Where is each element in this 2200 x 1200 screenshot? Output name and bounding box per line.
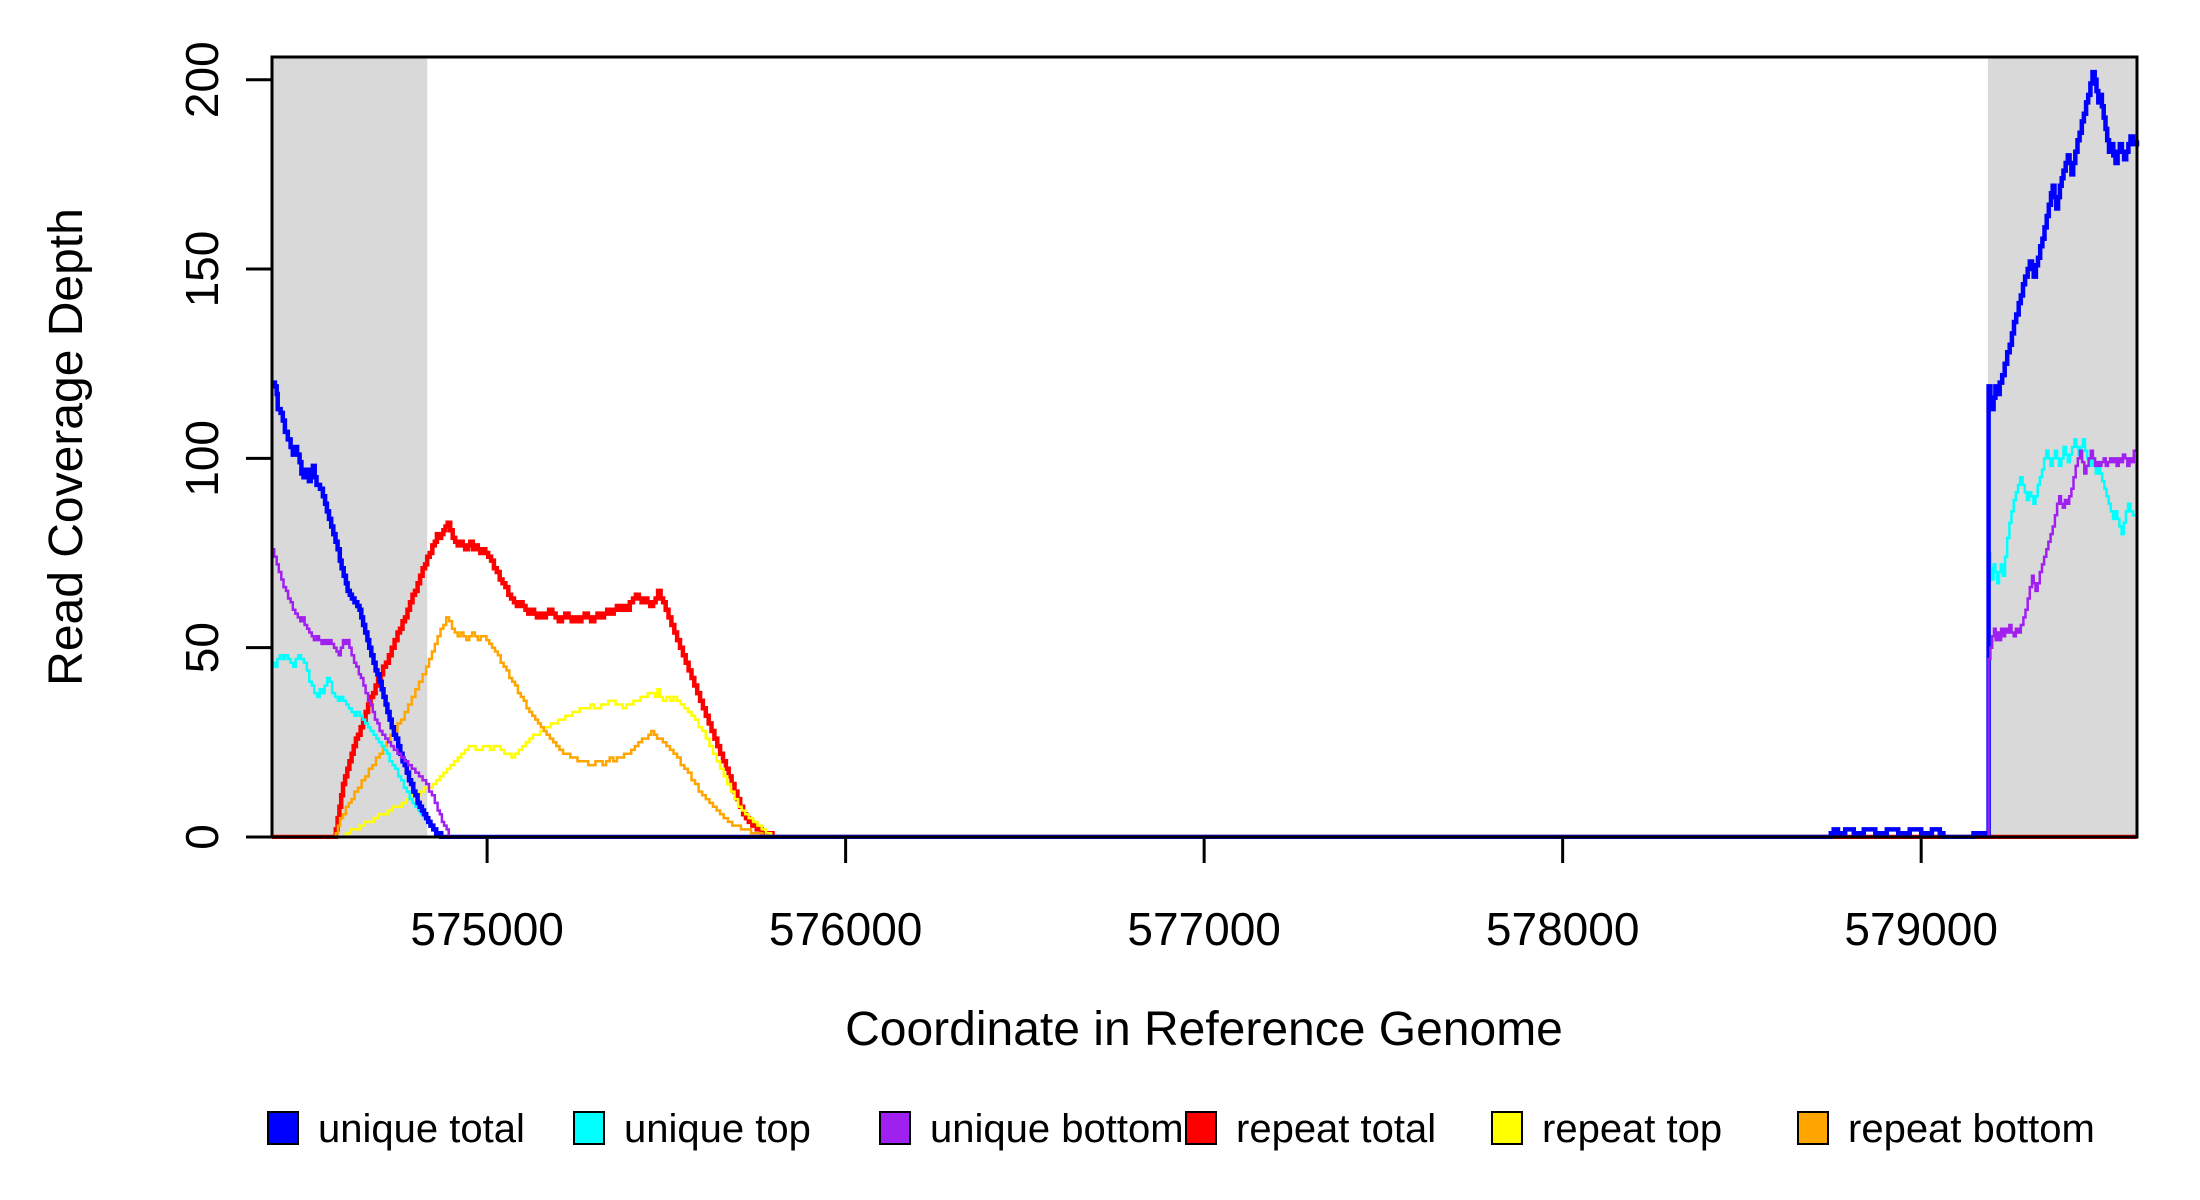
series-line-repeat-bottom [272, 616, 2137, 839]
legend-item-unique-bottom: unique bottom [879, 1107, 1184, 1151]
y-axis-title: Read Coverage Depth [40, 208, 93, 686]
series-line-repeat-total [272, 520, 2137, 839]
y-tick-label-100: 100 [176, 420, 228, 497]
series-line-repeat-top [272, 688, 2137, 839]
legend: unique total unique top unique bottom repea… [267, 1107, 2095, 1151]
x-tick-label-575000: 575000 [410, 903, 564, 955]
legend-swatch-repeat-top [1491, 1111, 1523, 1145]
y-tick-label-200: 200 [176, 41, 228, 118]
series-line-unique-bottom [272, 449, 2139, 839]
x-tick-label-578000: 578000 [1486, 903, 1640, 955]
series-lines [272, 69, 2140, 839]
legend-item-unique-total: unique total [267, 1107, 525, 1151]
plot-border [270, 55, 2139, 839]
legend-label-unique-bottom: unique bottom [930, 1107, 1184, 1151]
x-tick-label-577000: 577000 [1127, 903, 1281, 955]
legend-item-repeat-bottom: repeat bottom [1797, 1107, 2095, 1151]
shaded-bands [272, 57, 2137, 837]
legend-swatch-unique-bottom [879, 1111, 911, 1145]
legend-swatch-unique-total [267, 1111, 299, 1145]
series-line-unique-top [272, 438, 2137, 839]
y-tick-label-0: 0 [176, 824, 228, 850]
legend-label-unique-top: unique top [624, 1107, 811, 1151]
legend-item-repeat-total: repeat total [1185, 1107, 1436, 1151]
y-tick-label-50: 50 [176, 622, 228, 673]
legend-swatch-repeat-total [1185, 1111, 1217, 1145]
legend-label-repeat-bottom: repeat bottom [1848, 1107, 2095, 1151]
x-tick-label-579000: 579000 [1844, 903, 1998, 955]
legend-swatch-repeat-bottom [1797, 1111, 1829, 1145]
legend-swatch-unique-top [573, 1111, 605, 1145]
legend-item-repeat-top: repeat top [1491, 1107, 1722, 1151]
series-line-unique-total [272, 69, 2140, 839]
legend-item-unique-top: unique top [573, 1107, 811, 1151]
legend-label-repeat-top: repeat top [1542, 1107, 1722, 1151]
y-tick-label-150: 150 [176, 231, 228, 308]
axes: 0 50 100 150 200 575000 576000 577000 578000 5790… [176, 41, 2139, 955]
x-tick-label-576000: 576000 [769, 903, 923, 955]
legend-label-repeat-total: repeat total [1236, 1107, 1436, 1151]
x-axis-title: Coordinate in Reference Genome [845, 1003, 1563, 1056]
legend-label-unique-total: unique total [318, 1107, 525, 1151]
